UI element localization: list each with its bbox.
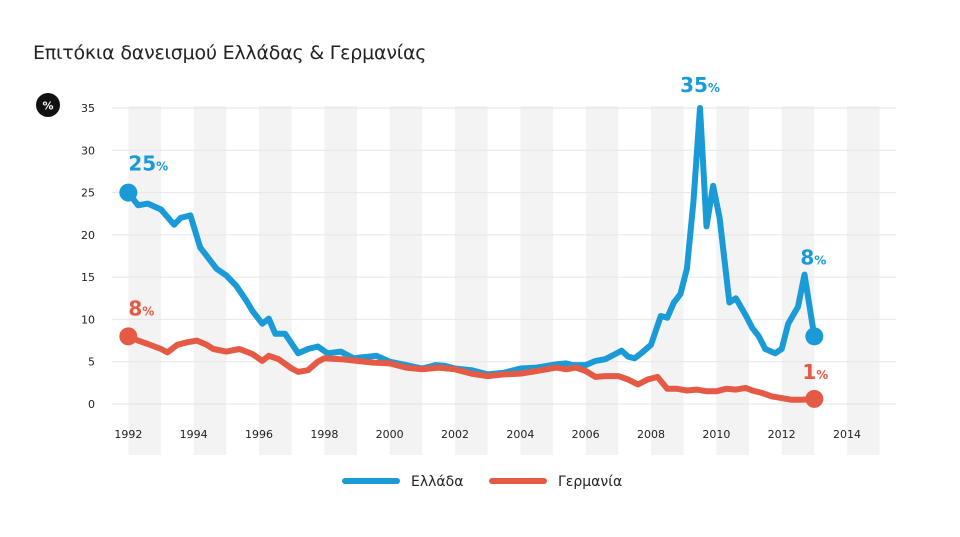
annotation-value: 35 [680, 73, 708, 97]
annotation-unit: % [708, 81, 720, 95]
x-tick-label: 1992 [114, 428, 142, 441]
y-tick-label: 15 [81, 271, 95, 284]
series-line-germany [125, 333, 818, 403]
percent-unit-label: % [42, 100, 53, 113]
year-band [389, 106, 423, 455]
annotation-unit: % [142, 304, 154, 318]
y-tick-label: 35 [81, 102, 95, 115]
annotation-label: 35% [680, 73, 720, 97]
y-tick-label: 5 [88, 356, 95, 369]
annotation-value: 25 [128, 152, 156, 176]
series-start-marker [119, 183, 138, 202]
y-tick-label: 0 [88, 398, 95, 411]
year-band [520, 106, 553, 455]
year-band [193, 106, 227, 455]
annotation-unit: % [156, 160, 168, 174]
x-tick-label: 2002 [441, 428, 469, 441]
series-endpoint-markers [119, 183, 824, 408]
year-band [455, 106, 488, 455]
x-tick-label: 2010 [702, 428, 730, 441]
y-tick-label: 30 [81, 144, 95, 157]
series-end-marker [805, 389, 824, 408]
x-tick-label: 2006 [572, 428, 600, 441]
y-axis: 0 5 10 15 20 25 30 35 [81, 102, 95, 411]
y-tick-label: 25 [81, 187, 95, 200]
legend-label: Ελλάδα [411, 474, 463, 490]
series-start-marker [119, 327, 138, 346]
annotation-label: 25% [128, 152, 168, 176]
percent-unit-badge: % [36, 93, 60, 117]
year-band [128, 106, 161, 455]
x-tick-label: 2008 [637, 428, 665, 441]
year-band [585, 106, 619, 455]
annotation-value: 1 [802, 360, 816, 384]
year-bands [128, 106, 880, 455]
x-axis: 1992 1994 1996 1998 2000 2002 2004 2006 2008 2010… [114, 428, 861, 441]
legend: Ελλάδα Γερμανία [342, 474, 622, 490]
x-tick-label: 2012 [768, 428, 796, 441]
annotation-label: 1% [802, 360, 828, 384]
year-band [651, 106, 684, 455]
legend-label: Γερμανία [558, 474, 622, 490]
y-tick-label: 20 [81, 229, 95, 242]
annotation-value: 8 [128, 296, 142, 320]
year-band [324, 106, 357, 455]
annotation-label: 8% [800, 245, 826, 269]
x-tick-label: 2000 [376, 428, 404, 441]
series-end-marker [805, 327, 824, 346]
year-band [259, 106, 292, 455]
series-line-greece [125, 105, 818, 378]
chart-title: Επιτόκια δανεισμού Ελλάδας & Γερμανίας [33, 42, 427, 64]
x-tick-label: 2014 [833, 428, 861, 441]
x-tick-label: 1994 [180, 428, 208, 441]
grid-lines [112, 107, 896, 405]
year-band [847, 106, 880, 455]
value-annotations: 25%35%8%8%1% [128, 73, 828, 384]
y-tick-label: 10 [81, 313, 95, 326]
annotation-unit: % [814, 253, 826, 267]
x-tick-label: 1998 [310, 428, 338, 441]
year-band [716, 106, 749, 455]
annotation-value: 8 [800, 245, 814, 269]
annotation-unit: % [816, 368, 828, 382]
x-tick-label: 2004 [506, 428, 534, 441]
annotation-label: 8% [128, 296, 154, 320]
x-tick-label: 1996 [245, 428, 273, 441]
series-lines [125, 105, 818, 403]
